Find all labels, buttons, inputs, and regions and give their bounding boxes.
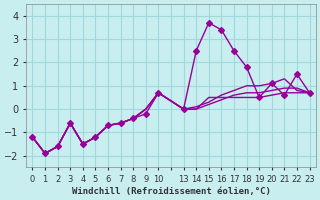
X-axis label: Windchill (Refroidissement éolien,°C): Windchill (Refroidissement éolien,°C) [72,187,270,196]
